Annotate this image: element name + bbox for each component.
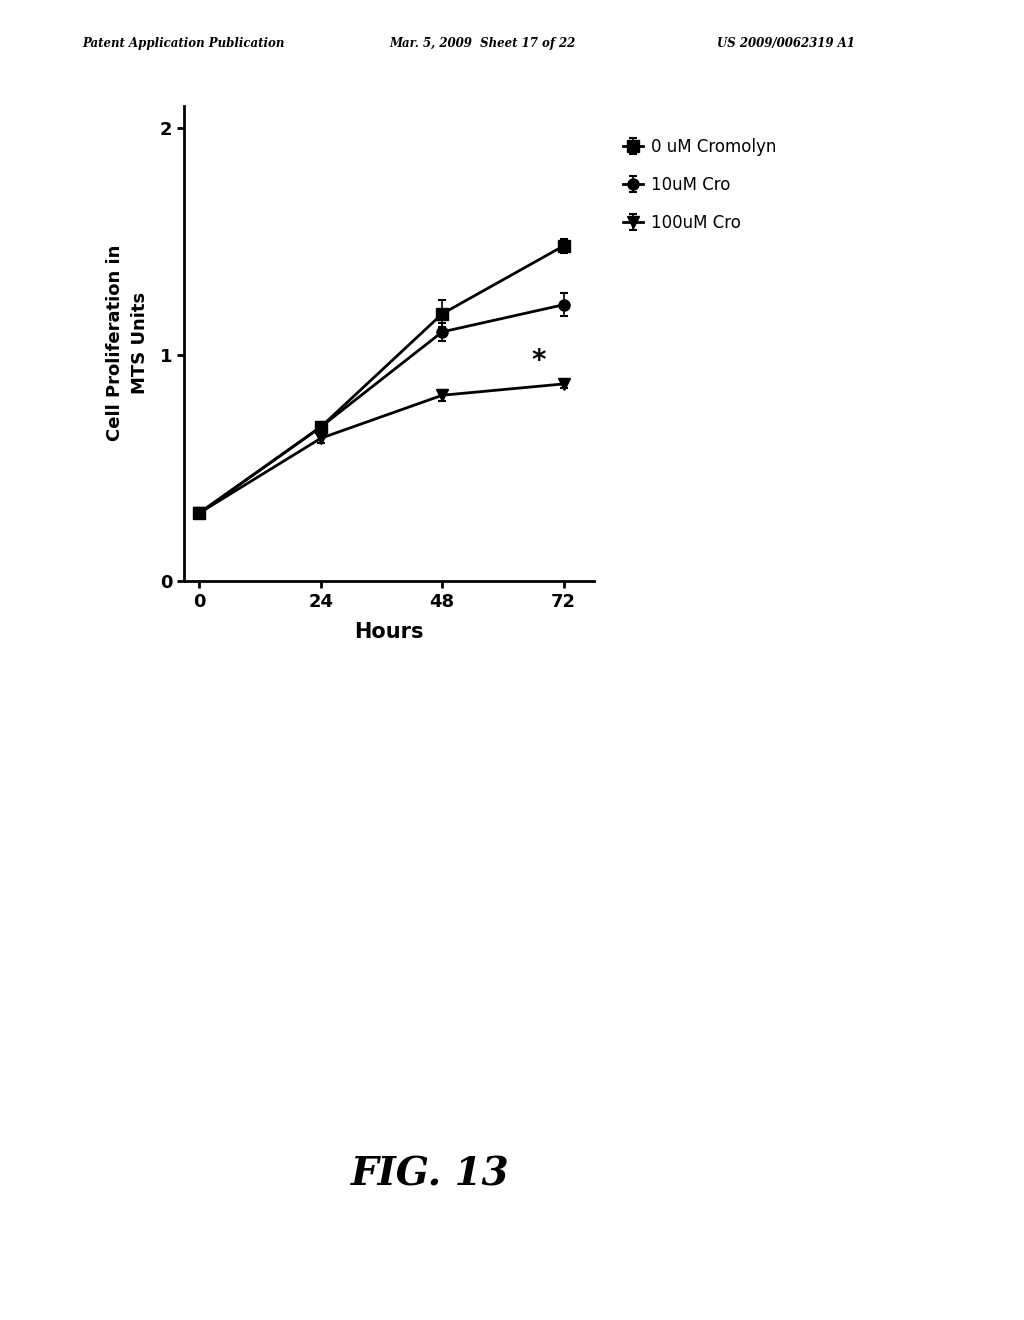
Text: Patent Application Publication: Patent Application Publication bbox=[82, 37, 285, 50]
Text: *: * bbox=[531, 347, 546, 375]
Text: FIG. 13: FIG. 13 bbox=[351, 1156, 509, 1193]
Y-axis label: Cell Proliferation in
MTS Units: Cell Proliferation in MTS Units bbox=[105, 246, 148, 441]
Legend: 0 uM Cromolyn, 10uM Cro, 100uM Cro: 0 uM Cromolyn, 10uM Cro, 100uM Cro bbox=[623, 137, 776, 232]
Text: Mar. 5, 2009  Sheet 17 of 22: Mar. 5, 2009 Sheet 17 of 22 bbox=[389, 37, 575, 50]
X-axis label: Hours: Hours bbox=[354, 622, 424, 642]
Text: US 2009/0062319 A1: US 2009/0062319 A1 bbox=[717, 37, 855, 50]
